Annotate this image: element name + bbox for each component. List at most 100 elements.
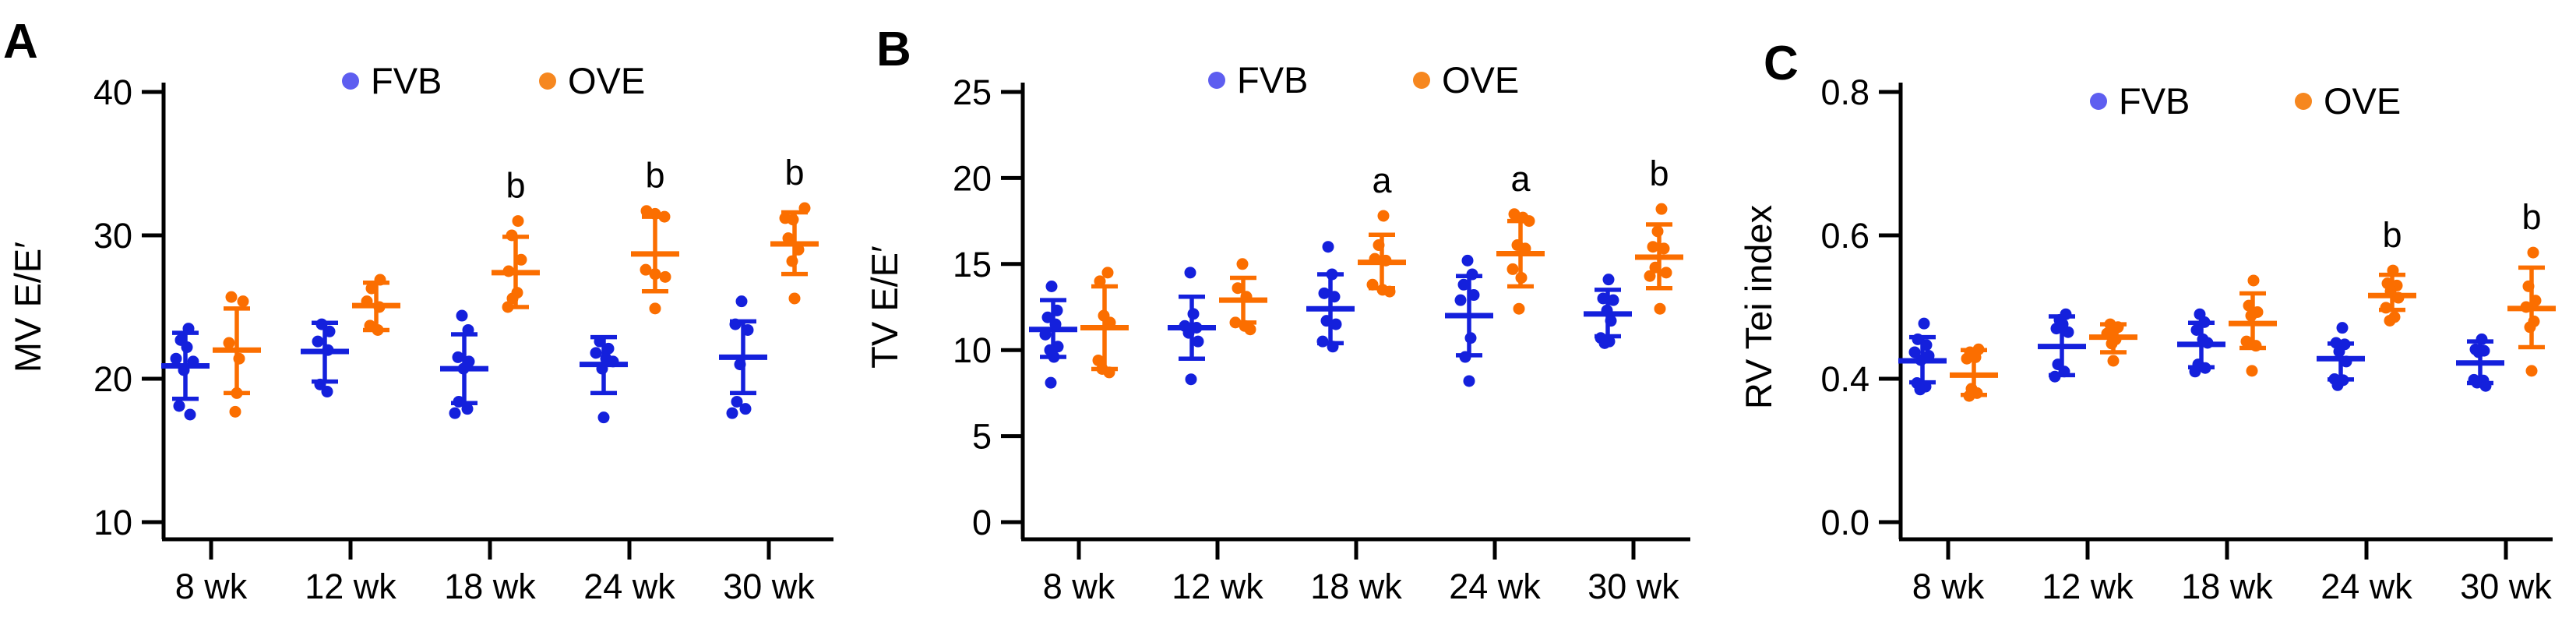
data-point: [170, 352, 182, 365]
data-point: [792, 243, 805, 256]
data-point: [1597, 292, 1609, 305]
data-point: [1605, 315, 1617, 327]
data-point: [1647, 241, 1659, 253]
panel-C-chart: C FVB OVE 0.8 0.6 0.4 0.0 RV Tei index 8 wk 12 wk…: [1714, 0, 2576, 625]
data-point: [1464, 332, 1477, 344]
data-point: [2245, 309, 2257, 322]
legend-dot-fvb: [1208, 72, 1225, 89]
data-point: [1513, 302, 1525, 315]
data-point: [2336, 322, 2349, 334]
data-point: [2331, 379, 2344, 391]
data-point: [2190, 323, 2203, 336]
y-tick-label: 40: [93, 72, 132, 112]
data-point: [1920, 339, 1933, 351]
data-point: [2333, 345, 2345, 358]
data-point: [1330, 318, 1342, 330]
y-tick-label: 10: [953, 330, 992, 370]
y-tick-label: 25: [953, 72, 992, 112]
scatter-group: [2368, 264, 2416, 327]
data-point: [788, 292, 801, 305]
data-point: [1322, 241, 1334, 253]
data-point: [237, 295, 249, 308]
data-point: [229, 405, 241, 418]
legend-label-fvb: FVB: [371, 60, 442, 101]
data-point: [2520, 301, 2532, 313]
panel-B-chart: B FVB OVE 25 20 15 10 5 0 TV E/E′ 8 wk 12 wk 18 wk a 2…: [857, 0, 1714, 625]
data-point: [1094, 275, 1106, 288]
data-point: [449, 407, 461, 419]
data-point: [2201, 337, 2214, 349]
data-point: [2380, 302, 2392, 314]
data-point: [2384, 314, 2396, 327]
scatter-group: [301, 318, 349, 398]
data-point: [323, 325, 336, 337]
scatter-group: [1080, 267, 1129, 379]
data-point: [2107, 355, 2120, 367]
data-point: [1104, 316, 1116, 329]
x-tick-label: 12 wk: [1172, 567, 1263, 606]
scatter-group: [1306, 241, 1355, 353]
x-tick-label: 12 wk: [305, 567, 396, 606]
data-point: [1187, 308, 1200, 320]
x-tick-label: 12 wk: [2042, 567, 2134, 606]
data-point: [314, 378, 326, 390]
x-tick-label: 18 wk: [1310, 567, 1402, 606]
data-point: [1461, 254, 1474, 267]
y-tick-label: 0.4: [1820, 359, 1869, 399]
data-point: [2049, 370, 2061, 383]
data-point: [2062, 326, 2074, 338]
panel-letter: B: [876, 23, 911, 76]
y-tick-label: 5: [972, 417, 992, 457]
data-point: [1523, 215, 1535, 228]
data-point: [1377, 210, 1390, 222]
data-point: [1328, 291, 1341, 303]
data-point: [1915, 354, 1927, 366]
data-point: [1369, 252, 1381, 265]
scatter-group: [2456, 333, 2504, 392]
data-point: [2524, 321, 2536, 334]
data-point: [1240, 291, 1253, 303]
data-point: [1463, 375, 1475, 387]
data-point: [1654, 302, 1666, 315]
data-point: [2529, 295, 2542, 307]
scatter-group: [580, 334, 628, 424]
data-point: [178, 364, 190, 376]
data-point: [233, 352, 245, 365]
scatter-group: [1635, 203, 1683, 315]
data-point: [2058, 365, 2070, 378]
data-point: [1459, 351, 1471, 363]
data-point: [1454, 294, 1467, 306]
data-point: [786, 255, 798, 267]
data-point: [798, 202, 811, 214]
data-point: [1232, 282, 1244, 295]
scatter-group: [161, 323, 210, 421]
data-point: [1229, 316, 1242, 329]
data-point: [2106, 337, 2118, 350]
data-point: [1103, 366, 1115, 379]
scatter-group: [1445, 254, 1493, 387]
legend-dot-ove: [2295, 93, 2312, 110]
data-point: [2340, 355, 2352, 368]
data-point: [782, 232, 795, 245]
x-tick-label: 8 wk: [1043, 567, 1115, 606]
data-point: [322, 344, 334, 356]
data-point: [649, 268, 661, 281]
data-point: [1320, 315, 1333, 327]
data-point: [2246, 365, 2258, 377]
legend-dot-fvb: [342, 72, 359, 90]
y-tick-label: 20: [953, 158, 992, 198]
data-point: [1658, 242, 1670, 255]
data-point: [2240, 335, 2253, 348]
data-point: [590, 347, 602, 359]
scatter-group: [1496, 208, 1545, 315]
data-point: [173, 400, 185, 412]
y-axis-title: TV E/E′: [864, 245, 905, 369]
y-tick-label: 15: [953, 245, 992, 284]
data-point: [361, 295, 373, 308]
data-point: [1326, 268, 1338, 281]
data-point: [1506, 263, 1519, 275]
data-point: [1327, 341, 1339, 353]
data-point: [735, 295, 748, 308]
data-point: [2476, 333, 2488, 345]
